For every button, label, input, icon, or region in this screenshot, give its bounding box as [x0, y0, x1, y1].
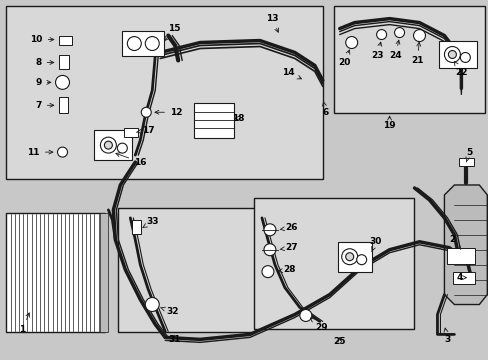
Circle shape — [447, 50, 455, 58]
Bar — [94, 130, 132, 160]
Bar — [100, 213, 108, 332]
Circle shape — [127, 37, 141, 50]
Circle shape — [341, 249, 357, 265]
Bar — [59, 97, 67, 113]
Circle shape — [299, 310, 311, 321]
Text: 1: 1 — [20, 313, 30, 334]
Text: 16: 16 — [116, 153, 146, 167]
Bar — [124, 128, 138, 137]
Bar — [194, 103, 234, 138]
Text: 23: 23 — [370, 42, 383, 60]
Text: 10: 10 — [30, 35, 54, 44]
Bar — [59, 36, 72, 45]
Text: 6: 6 — [322, 102, 328, 117]
Text: 27: 27 — [280, 243, 298, 252]
Text: 22: 22 — [453, 62, 467, 77]
Text: 25: 25 — [333, 337, 346, 346]
Text: 30: 30 — [368, 237, 381, 252]
Circle shape — [264, 224, 275, 236]
Circle shape — [141, 107, 151, 117]
Text: 9: 9 — [35, 78, 51, 87]
Bar — [458, 158, 473, 166]
Circle shape — [145, 37, 159, 50]
Bar — [132, 220, 141, 234]
Text: 7: 7 — [35, 101, 54, 110]
Text: 18: 18 — [231, 114, 244, 123]
Bar — [452, 272, 474, 284]
Circle shape — [376, 30, 386, 40]
Text: 14: 14 — [281, 68, 301, 79]
Circle shape — [262, 266, 273, 278]
Text: 11: 11 — [27, 148, 53, 157]
Circle shape — [58, 147, 67, 157]
Bar — [118, 208, 255, 332]
Circle shape — [56, 75, 69, 89]
Text: 20: 20 — [338, 50, 350, 67]
Polygon shape — [444, 185, 487, 305]
Text: 4: 4 — [455, 273, 466, 282]
Bar — [6, 6, 322, 179]
Circle shape — [100, 137, 116, 153]
Bar — [59, 55, 68, 69]
Bar — [122, 31, 164, 57]
Circle shape — [345, 37, 357, 49]
Text: 12: 12 — [155, 108, 182, 117]
Text: 3: 3 — [443, 328, 449, 344]
Text: 17: 17 — [136, 126, 154, 135]
Text: 28: 28 — [278, 265, 296, 274]
Bar — [253, 198, 413, 329]
Circle shape — [444, 46, 459, 62]
Circle shape — [145, 298, 159, 311]
Circle shape — [345, 253, 353, 261]
Text: 33: 33 — [142, 217, 158, 228]
Bar — [337, 242, 371, 272]
Text: 15: 15 — [164, 24, 180, 41]
Text: 31: 31 — [167, 335, 180, 344]
Text: 21: 21 — [410, 42, 423, 65]
Circle shape — [104, 141, 112, 149]
Text: 32: 32 — [160, 307, 178, 316]
Text: 8: 8 — [36, 58, 54, 67]
Text: 19: 19 — [383, 116, 395, 130]
Text: 29: 29 — [310, 318, 327, 332]
Circle shape — [394, 28, 404, 37]
Bar — [447, 248, 474, 264]
Circle shape — [356, 255, 366, 265]
Circle shape — [264, 244, 275, 256]
Text: 26: 26 — [280, 223, 298, 232]
Bar — [6, 213, 105, 332]
Text: 24: 24 — [388, 40, 401, 60]
Text: 5: 5 — [465, 148, 471, 162]
Circle shape — [459, 53, 469, 62]
Text: 2: 2 — [448, 235, 460, 249]
Bar — [333, 6, 484, 113]
Bar — [439, 41, 476, 68]
Circle shape — [117, 143, 127, 153]
Text: 13: 13 — [265, 14, 278, 32]
Circle shape — [413, 30, 425, 41]
